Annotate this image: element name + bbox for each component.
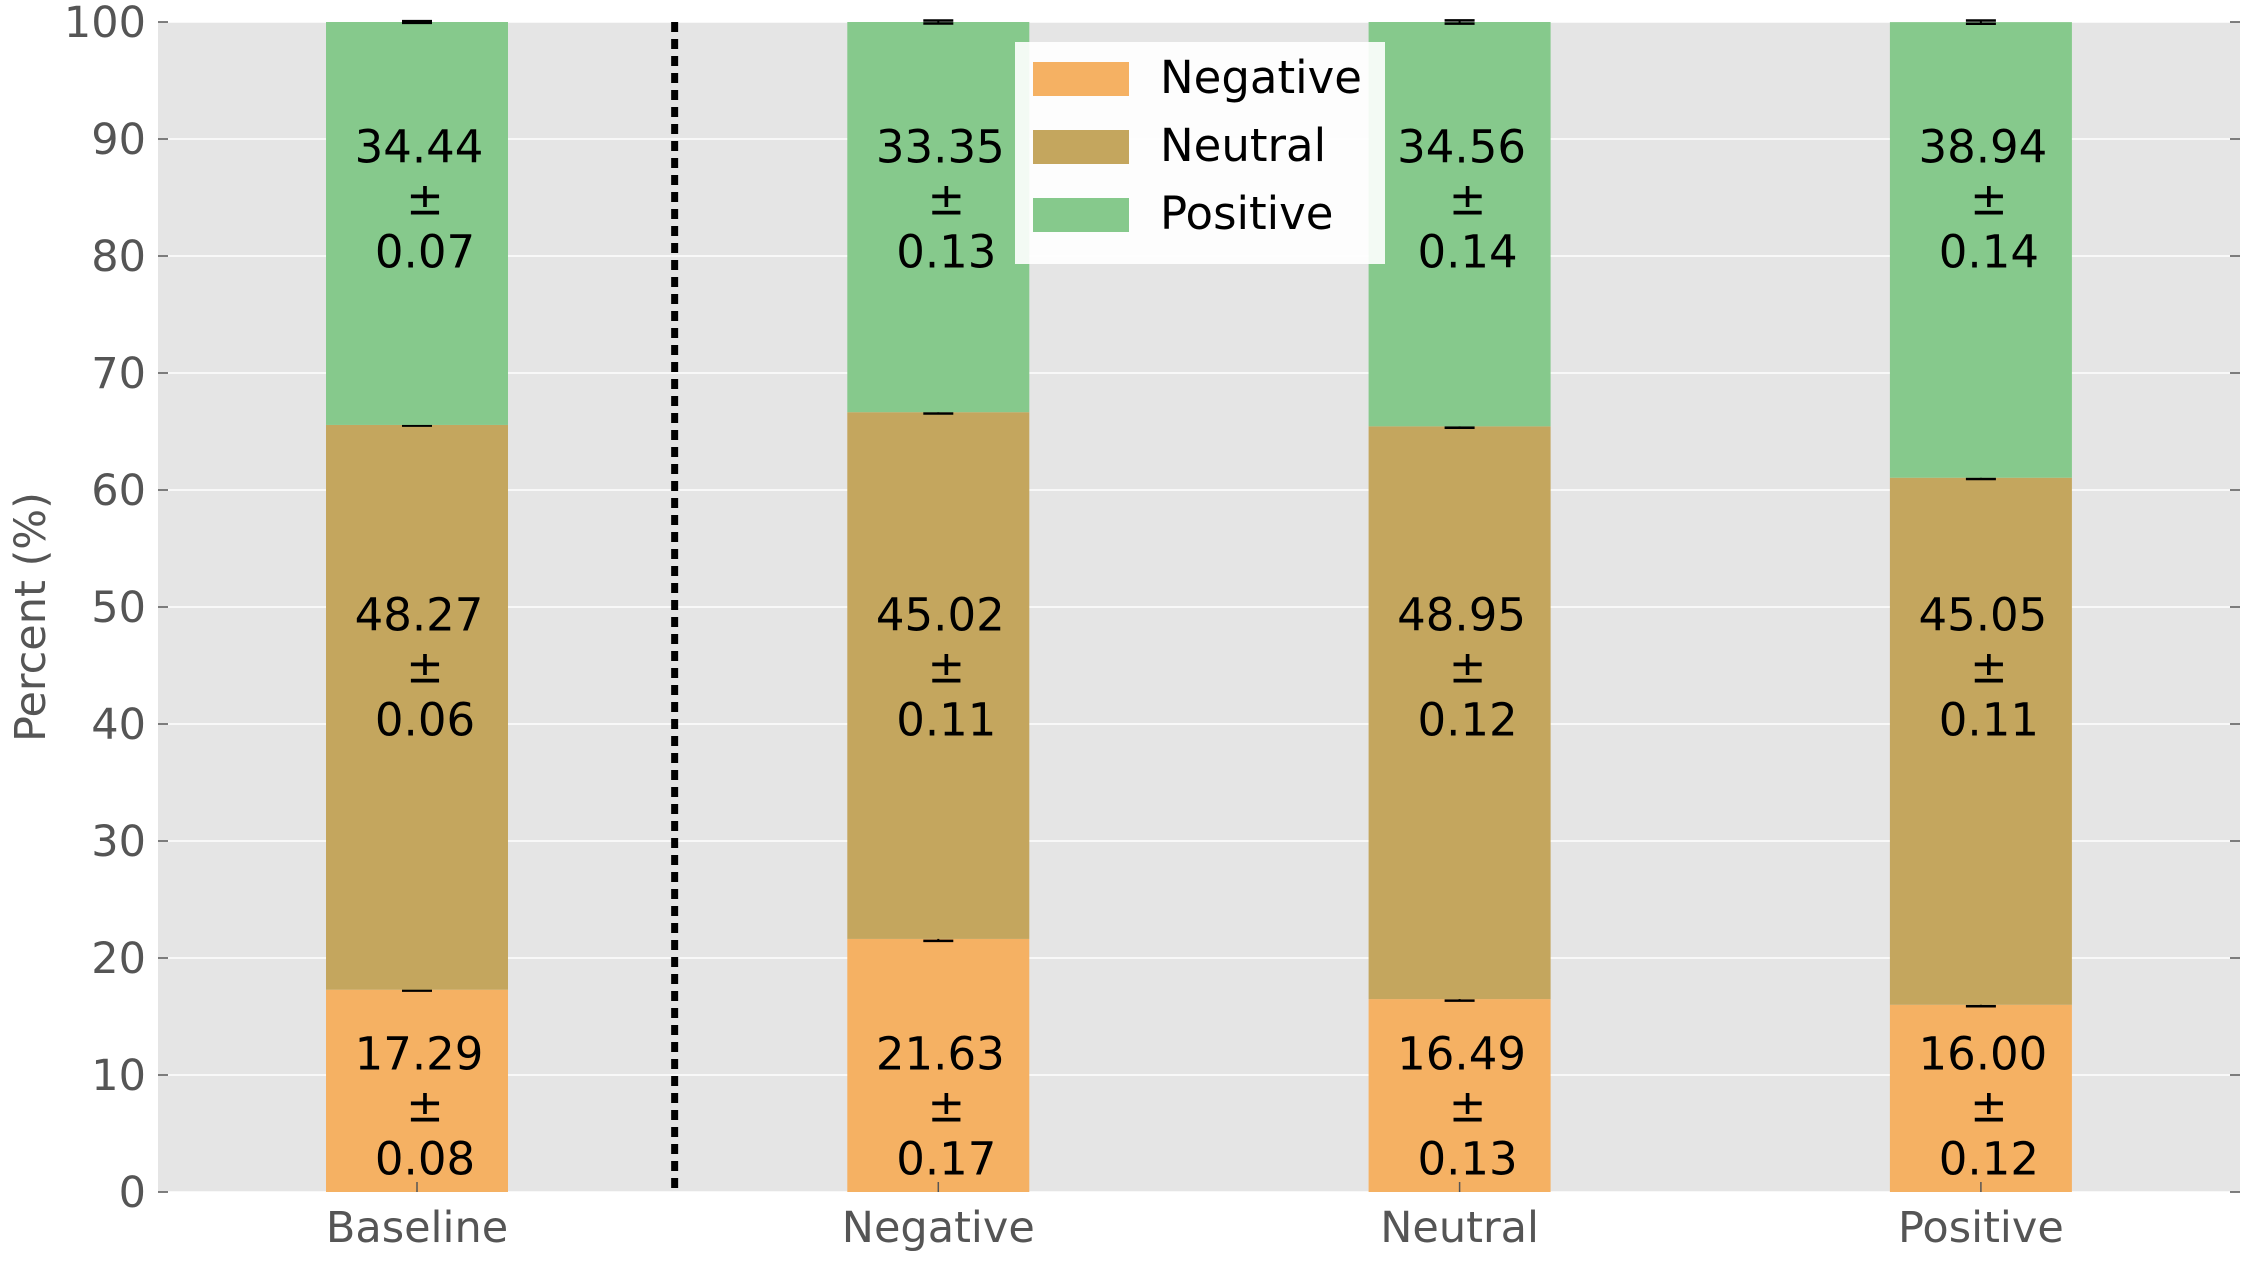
bar-segment — [326, 424, 508, 990]
x-tick-label: Positive — [1898, 1203, 2064, 1253]
bar-segment — [1368, 22, 1551, 427]
pm-symbol: ± — [927, 173, 965, 226]
bar-value-label: 17.29 — [355, 1027, 484, 1080]
bar-value-label: 45.05 — [1918, 589, 2047, 642]
pm-symbol: ± — [1449, 1079, 1487, 1132]
y-tick-label: 20 — [91, 934, 146, 984]
bar-value-label: 16.00 — [1918, 1027, 2047, 1080]
bar-segment — [847, 22, 1030, 413]
bar-error-label: 0.12 — [1417, 694, 1517, 747]
x-tick-label: Neutral — [1380, 1203, 1539, 1253]
bar-segment — [847, 412, 1030, 939]
pm-symbol: ± — [927, 641, 965, 694]
legend-label: Negative — [1160, 51, 1362, 104]
bar-segment — [1889, 477, 2072, 1005]
bar-value-label: 48.95 — [1397, 589, 1526, 642]
legend: Negative Neutral Positive — [1015, 42, 1385, 264]
bar-segment — [847, 938, 1030, 1192]
x-tick-label: Negative — [842, 1203, 1035, 1253]
bar-error-label: 0.14 — [1417, 226, 1517, 279]
pm-symbol: ± — [1970, 1079, 2008, 1132]
pm-symbol: ± — [1970, 641, 2008, 694]
bars: 17.29±0.0848.27±0.0634.44±0.0721.63±0.17… — [326, 19, 2072, 1192]
x-tick-label: Baseline — [326, 1203, 508, 1253]
bar-segment — [1889, 1004, 2072, 1192]
y-tick-label: 0 — [119, 1168, 146, 1218]
y-tick-label: 50 — [91, 583, 146, 633]
pm-symbol: ± — [1449, 173, 1487, 226]
bar-error-label: 0.08 — [375, 1132, 475, 1185]
y-tick-label: 90 — [91, 115, 146, 165]
legend-label: Positive — [1160, 187, 1333, 240]
bar-value-label: 16.49 — [1397, 1027, 1526, 1080]
y-tick-label: 30 — [91, 817, 146, 867]
bar-value-label: 33.35 — [876, 121, 1005, 174]
y-tick-label: 40 — [91, 700, 146, 750]
y-tick-label: 10 — [91, 1051, 146, 1101]
pm-symbol: ± — [406, 641, 444, 694]
pm-symbol: ± — [1449, 641, 1487, 694]
bar-segment — [1368, 999, 1551, 1192]
bar-segment — [1368, 426, 1551, 1000]
bar-error-label: 0.11 — [896, 694, 996, 747]
bar-error-label: 0.13 — [1417, 1132, 1517, 1185]
pm-symbol: ± — [1970, 173, 2008, 226]
bar-error-label: 0.14 — [1939, 226, 2039, 279]
y-tick-label: 100 — [64, 0, 146, 48]
y-tick-label: 80 — [91, 232, 146, 282]
pm-symbol: ± — [406, 1079, 444, 1132]
pm-symbol: ± — [927, 1079, 965, 1132]
bar-value-label: 21.63 — [876, 1027, 1005, 1080]
legend-swatch — [1033, 62, 1129, 96]
y-tick-label: 60 — [91, 466, 146, 516]
bar-error-label: 0.13 — [896, 226, 996, 279]
bar-error-label: 0.12 — [1939, 1132, 2039, 1185]
bar-value-label: 34.56 — [1397, 121, 1526, 174]
x-axis-ticks: Baseline Negative Neutral Positive — [326, 1182, 2064, 1253]
bar-segment — [326, 989, 508, 1192]
bar-value-label: 38.94 — [1918, 121, 2047, 174]
y-tick-label: 70 — [91, 349, 146, 399]
y-axis-ticks: 0 10 20 30 40 50 60 70 80 90 100 — [64, 0, 2240, 1218]
legend-swatch — [1033, 130, 1129, 164]
bar-value-label: 45.02 — [876, 589, 1005, 642]
bar-error-label: 0.11 — [1939, 694, 2039, 747]
legend-swatch — [1033, 198, 1129, 232]
bar-error-label: 0.17 — [896, 1132, 996, 1185]
bar-segment — [1889, 22, 2072, 478]
bar-segment — [326, 22, 508, 425]
legend-label: Neutral — [1160, 119, 1326, 172]
bar-value-label: 48.27 — [355, 589, 484, 642]
bar-error-label: 0.07 — [375, 226, 475, 279]
bar-error-label: 0.06 — [375, 694, 475, 747]
y-axis-label: Percent (%) — [6, 492, 56, 742]
pm-symbol: ± — [406, 173, 444, 226]
bar-value-label: 34.44 — [355, 121, 484, 174]
